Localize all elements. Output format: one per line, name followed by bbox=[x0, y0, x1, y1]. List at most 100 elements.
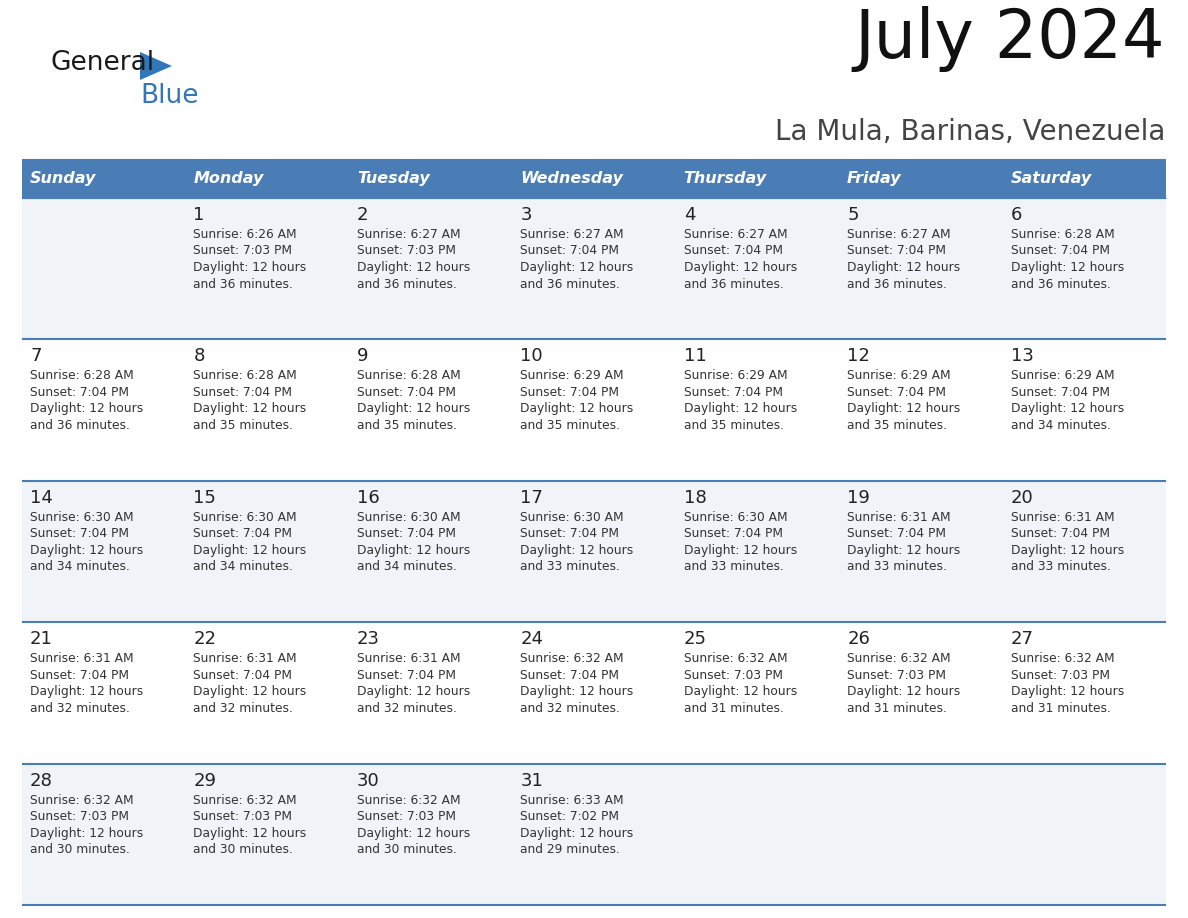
Text: Sunrise: 6:27 AM: Sunrise: 6:27 AM bbox=[356, 228, 461, 241]
Text: Sunrise: 6:28 AM: Sunrise: 6:28 AM bbox=[356, 369, 461, 383]
Text: Sunrise: 6:32 AM: Sunrise: 6:32 AM bbox=[30, 793, 133, 807]
Text: La Mula, Barinas, Venezuela: La Mula, Barinas, Venezuela bbox=[775, 118, 1165, 146]
Polygon shape bbox=[140, 52, 172, 80]
Text: 3: 3 bbox=[520, 206, 532, 224]
Text: Sunset: 7:04 PM: Sunset: 7:04 PM bbox=[520, 386, 619, 399]
Text: 17: 17 bbox=[520, 488, 543, 507]
Text: 5: 5 bbox=[847, 206, 859, 224]
Bar bbox=[185, 340, 349, 481]
Text: and 33 minutes.: and 33 minutes. bbox=[520, 560, 620, 574]
Text: Sunset: 7:04 PM: Sunset: 7:04 PM bbox=[356, 527, 456, 541]
Text: Sunrise: 6:28 AM: Sunrise: 6:28 AM bbox=[30, 369, 134, 383]
Text: and 31 minutes.: and 31 minutes. bbox=[684, 701, 784, 715]
Text: Sunrise: 6:32 AM: Sunrise: 6:32 AM bbox=[684, 652, 788, 666]
Bar bbox=[349, 160, 512, 198]
Text: 19: 19 bbox=[847, 488, 870, 507]
Text: and 30 minutes.: and 30 minutes. bbox=[356, 843, 456, 856]
Bar bbox=[512, 481, 676, 622]
Text: and 34 minutes.: and 34 minutes. bbox=[30, 560, 129, 574]
Text: and 35 minutes.: and 35 minutes. bbox=[684, 419, 784, 431]
Text: 26: 26 bbox=[847, 630, 870, 648]
Text: Blue: Blue bbox=[140, 83, 198, 109]
Text: and 36 minutes.: and 36 minutes. bbox=[520, 277, 620, 290]
Text: 31: 31 bbox=[520, 772, 543, 789]
Bar bbox=[1003, 481, 1165, 622]
Bar bbox=[1003, 340, 1165, 481]
Text: Sunset: 7:03 PM: Sunset: 7:03 PM bbox=[684, 668, 783, 682]
Text: and 35 minutes.: and 35 minutes. bbox=[194, 419, 293, 431]
Text: Daylight: 12 hours: Daylight: 12 hours bbox=[194, 402, 307, 416]
Text: Daylight: 12 hours: Daylight: 12 hours bbox=[684, 685, 797, 699]
Text: Daylight: 12 hours: Daylight: 12 hours bbox=[847, 402, 960, 416]
Text: 1: 1 bbox=[194, 206, 204, 224]
Text: Daylight: 12 hours: Daylight: 12 hours bbox=[847, 543, 960, 557]
Text: Daylight: 12 hours: Daylight: 12 hours bbox=[684, 402, 797, 416]
Text: Daylight: 12 hours: Daylight: 12 hours bbox=[684, 543, 797, 557]
Text: Sunset: 7:04 PM: Sunset: 7:04 PM bbox=[356, 668, 456, 682]
Text: Sunset: 7:04 PM: Sunset: 7:04 PM bbox=[30, 386, 129, 399]
Text: and 35 minutes.: and 35 minutes. bbox=[356, 419, 457, 431]
Text: General: General bbox=[50, 50, 154, 76]
Text: Daylight: 12 hours: Daylight: 12 hours bbox=[684, 261, 797, 274]
Text: Sunset: 7:04 PM: Sunset: 7:04 PM bbox=[30, 527, 129, 541]
Text: and 30 minutes.: and 30 minutes. bbox=[194, 843, 293, 856]
Bar bbox=[512, 764, 676, 905]
Text: 14: 14 bbox=[30, 488, 53, 507]
Bar bbox=[512, 198, 676, 340]
Text: Daylight: 12 hours: Daylight: 12 hours bbox=[520, 543, 633, 557]
Text: and 35 minutes.: and 35 minutes. bbox=[847, 419, 947, 431]
Text: Sunrise: 6:28 AM: Sunrise: 6:28 AM bbox=[1011, 228, 1114, 241]
Text: 18: 18 bbox=[684, 488, 707, 507]
Bar bbox=[23, 340, 185, 481]
Text: Sunset: 7:04 PM: Sunset: 7:04 PM bbox=[1011, 244, 1110, 258]
Text: 9: 9 bbox=[356, 347, 368, 365]
Text: Sunrise: 6:32 AM: Sunrise: 6:32 AM bbox=[356, 793, 461, 807]
Text: Sunset: 7:04 PM: Sunset: 7:04 PM bbox=[520, 527, 619, 541]
Bar bbox=[349, 764, 512, 905]
Text: Friday: Friday bbox=[847, 172, 902, 186]
Text: and 34 minutes.: and 34 minutes. bbox=[356, 560, 456, 574]
Bar bbox=[839, 198, 1003, 340]
Text: Sunset: 7:03 PM: Sunset: 7:03 PM bbox=[30, 810, 129, 823]
Text: and 33 minutes.: and 33 minutes. bbox=[1011, 560, 1111, 574]
Text: Daylight: 12 hours: Daylight: 12 hours bbox=[847, 685, 960, 699]
Text: Sunset: 7:04 PM: Sunset: 7:04 PM bbox=[847, 386, 946, 399]
Bar bbox=[1003, 160, 1165, 198]
Text: 12: 12 bbox=[847, 347, 870, 365]
Text: Daylight: 12 hours: Daylight: 12 hours bbox=[1011, 685, 1124, 699]
Text: Sunrise: 6:26 AM: Sunrise: 6:26 AM bbox=[194, 228, 297, 241]
Text: and 36 minutes.: and 36 minutes. bbox=[847, 277, 947, 290]
Text: Daylight: 12 hours: Daylight: 12 hours bbox=[520, 685, 633, 699]
Bar bbox=[23, 198, 185, 340]
Text: 6: 6 bbox=[1011, 206, 1022, 224]
Text: Sunset: 7:03 PM: Sunset: 7:03 PM bbox=[356, 810, 456, 823]
Text: Sunset: 7:04 PM: Sunset: 7:04 PM bbox=[684, 244, 783, 258]
Bar bbox=[512, 160, 676, 198]
Bar bbox=[185, 160, 349, 198]
Text: Sunrise: 6:27 AM: Sunrise: 6:27 AM bbox=[684, 228, 788, 241]
Text: 25: 25 bbox=[684, 630, 707, 648]
Text: Daylight: 12 hours: Daylight: 12 hours bbox=[194, 685, 307, 699]
Bar bbox=[185, 622, 349, 764]
Text: and 36 minutes.: and 36 minutes. bbox=[30, 419, 129, 431]
Text: Sunset: 7:04 PM: Sunset: 7:04 PM bbox=[684, 527, 783, 541]
Bar bbox=[349, 622, 512, 764]
Text: Sunset: 7:04 PM: Sunset: 7:04 PM bbox=[194, 386, 292, 399]
Text: Sunrise: 6:30 AM: Sunrise: 6:30 AM bbox=[356, 510, 461, 524]
Text: Daylight: 12 hours: Daylight: 12 hours bbox=[30, 402, 144, 416]
Text: Daylight: 12 hours: Daylight: 12 hours bbox=[847, 261, 960, 274]
Text: and 36 minutes.: and 36 minutes. bbox=[684, 277, 784, 290]
Bar bbox=[839, 160, 1003, 198]
Text: Sunday: Sunday bbox=[30, 172, 96, 186]
Text: 11: 11 bbox=[684, 347, 707, 365]
Text: Daylight: 12 hours: Daylight: 12 hours bbox=[356, 826, 470, 840]
Bar bbox=[839, 481, 1003, 622]
Text: 21: 21 bbox=[30, 630, 53, 648]
Text: Daylight: 12 hours: Daylight: 12 hours bbox=[30, 685, 144, 699]
Text: Sunset: 7:03 PM: Sunset: 7:03 PM bbox=[194, 244, 292, 258]
Text: 30: 30 bbox=[356, 772, 380, 789]
Text: Daylight: 12 hours: Daylight: 12 hours bbox=[194, 261, 307, 274]
Text: Sunrise: 6:31 AM: Sunrise: 6:31 AM bbox=[847, 510, 950, 524]
Text: Sunrise: 6:31 AM: Sunrise: 6:31 AM bbox=[30, 652, 133, 666]
Text: Sunrise: 6:28 AM: Sunrise: 6:28 AM bbox=[194, 369, 297, 383]
